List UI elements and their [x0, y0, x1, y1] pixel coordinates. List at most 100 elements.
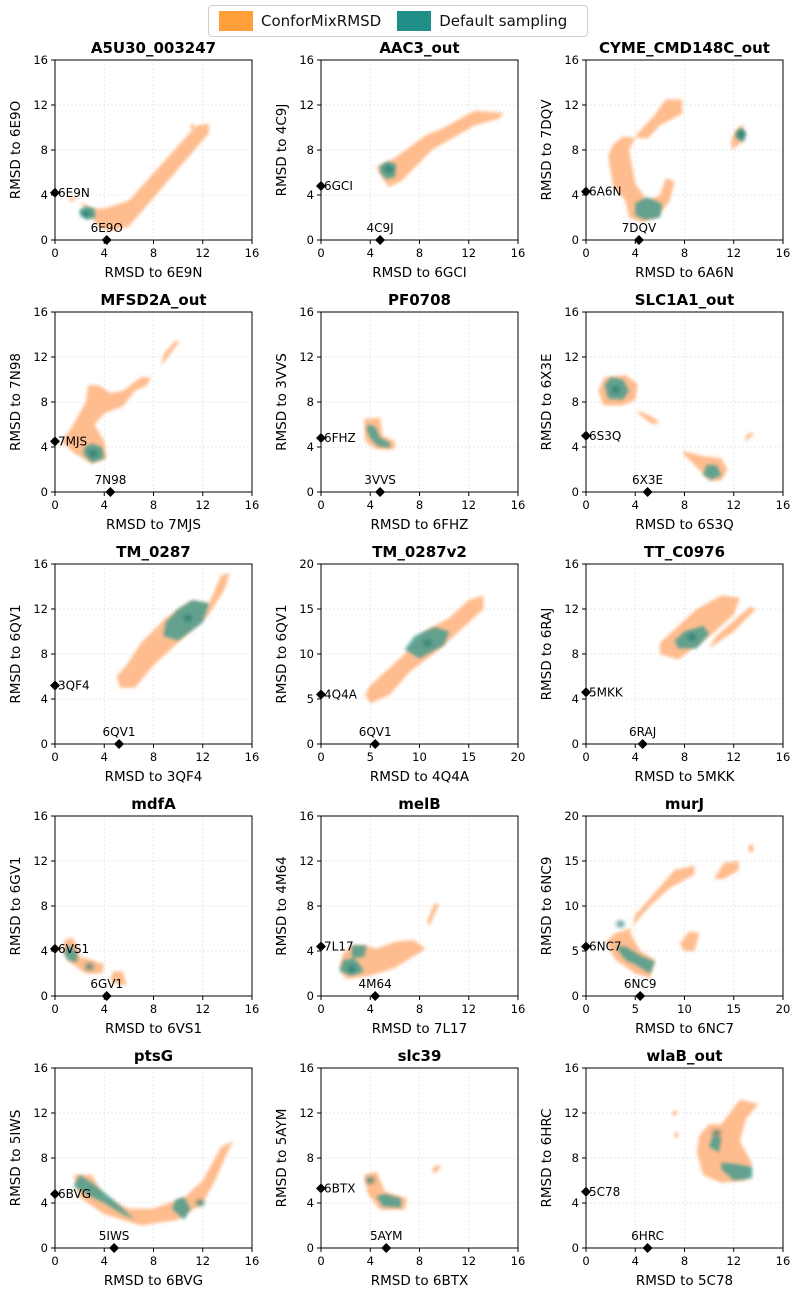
density-peak	[183, 615, 192, 621]
x-tick-label: 8	[150, 750, 157, 764]
conformix-density-region	[714, 861, 739, 879]
reference-marker	[316, 941, 326, 952]
y-tick-label: 12	[33, 602, 48, 616]
conformix-density-region	[744, 432, 755, 442]
y-tick-label: 0	[572, 485, 579, 499]
panel-title: wlaB_out	[646, 1047, 722, 1065]
panel-mfsd2a-out: 0 4 8 12 16 0 4 8 12 16 MFSD2A_out RMSD to 7MJS RMSD…	[8, 291, 259, 533]
y-tick-label: 8	[572, 1151, 579, 1165]
reference-marker	[114, 739, 125, 749]
conformix-density-region	[682, 451, 728, 481]
legend-item-conformix[interactable]: ConforMixRMSD	[219, 11, 381, 31]
x-axis-label: RMSD to 6GCI	[372, 265, 467, 281]
y-axis-label: RMSD to 7DQV	[539, 99, 555, 201]
x-tick-label: 12	[726, 246, 741, 260]
y-tick-label: 4	[572, 692, 579, 706]
y-tick-label: 16	[564, 53, 579, 67]
y-axis-label: RMSD to 4C9J	[274, 104, 290, 197]
reference-marker	[642, 487, 653, 497]
density-peak	[85, 963, 94, 970]
y-tick-label: 12	[299, 1106, 314, 1120]
conformix-density-region	[748, 844, 754, 852]
density-peak	[712, 1130, 721, 1137]
x-tick-label: 4	[101, 498, 108, 512]
x-tick-label: 12	[726, 498, 741, 512]
x-tick-label: 4	[101, 750, 108, 764]
reference-marker	[50, 680, 60, 691]
reference-marker-label: 7L17	[324, 940, 354, 954]
y-tick-label: 8	[41, 1151, 48, 1165]
legend-item-default[interactable]: Default sampling	[397, 11, 567, 31]
panel-ptsg: 0 4 8 12 16 0 4 8 12 16 ptsG RMSD to 6BVG RMSD to 5I…	[8, 1047, 259, 1289]
reference-marker-label: 6QV1	[103, 725, 136, 739]
y-tick-label: 0	[41, 233, 48, 247]
reference-marker	[581, 430, 591, 441]
reference-marker-label: 5MKK	[589, 685, 624, 699]
x-tick-label: 12	[461, 246, 476, 260]
density-peak	[423, 640, 432, 647]
y-tick-label: 12	[564, 98, 579, 112]
y-tick-label: 12	[564, 1106, 579, 1120]
y-tick-label: 8	[41, 143, 48, 157]
y-tick-label: 4	[41, 944, 48, 958]
x-tick-label: 20	[776, 1002, 791, 1016]
x-tick-label: 12	[461, 498, 476, 512]
reference-marker	[50, 187, 60, 198]
legend: ConforMixRMSD Default sampling	[208, 5, 588, 37]
x-tick-label: 16	[245, 750, 260, 764]
reference-marker-label: 4Q4A	[324, 688, 358, 702]
x-tick-label: 4	[101, 246, 108, 260]
density-peak	[611, 386, 620, 393]
x-tick-label: 16	[511, 498, 526, 512]
reference-marker-label: 6GCI	[324, 179, 353, 193]
x-tick-label: 0	[582, 1254, 589, 1268]
y-tick-label: 12	[33, 1106, 48, 1120]
reference-marker-label: 6NC7	[589, 940, 622, 954]
panel-title: melB	[398, 795, 440, 813]
x-tick-label: 8	[150, 246, 157, 260]
y-tick-label: 4	[41, 440, 48, 454]
x-tick-label: 8	[681, 498, 688, 512]
reference-marker-label: 7MJS	[58, 434, 87, 448]
y-tick-label: 16	[299, 809, 314, 823]
y-tick-label: 16	[33, 809, 48, 823]
y-tick-label: 15	[299, 602, 314, 616]
reference-marker	[642, 1243, 653, 1253]
x-tick-label: 8	[681, 750, 688, 764]
panel-tm-0287v2: 0 5 10 15 20 0 5 10 15 20 TM_0287v2 RMSD to 4Q4A RMS…	[274, 543, 525, 785]
y-tick-label: 0	[572, 737, 579, 751]
y-tick-label: 0	[41, 485, 48, 499]
x-tick-label: 4	[367, 1002, 374, 1016]
x-tick-label: 8	[150, 1002, 157, 1016]
default-density-region	[63, 945, 78, 963]
reference-marker-label: 4C9J	[367, 221, 394, 235]
y-tick-label: 8	[572, 395, 579, 409]
x-tick-label: 4	[101, 1002, 108, 1016]
y-tick-label: 15	[564, 854, 579, 868]
y-axis-label: RMSD to 6QV1	[274, 604, 290, 703]
panel-a5u30-003247: 0 4 8 12 16 0 4 8 12 16 A5U30_003247 RMSD to 6E9N RM…	[8, 39, 259, 281]
y-axis-label: RMSD to 5IWS	[8, 1110, 24, 1207]
y-tick-label: 10	[299, 647, 314, 661]
y-tick-label: 0	[572, 233, 579, 247]
x-tick-label: 8	[150, 498, 157, 512]
x-tick-label: 15	[726, 1002, 741, 1016]
y-tick-label: 0	[41, 989, 48, 1003]
x-tick-label: 8	[416, 1254, 423, 1268]
y-tick-label: 12	[33, 350, 48, 364]
x-tick-label: 16	[511, 246, 526, 260]
default-density-region	[73, 1174, 135, 1220]
conformix-density-region	[679, 931, 700, 951]
y-axis-label: RMSD to 6E9O	[8, 101, 24, 199]
panel-title: TM_0287v2	[372, 543, 467, 561]
x-tick-label: 0	[51, 1002, 58, 1016]
conformix-density-region	[637, 411, 660, 425]
x-tick-label: 16	[776, 1254, 791, 1268]
y-tick-label: 0	[307, 485, 314, 499]
y-tick-label: 5	[307, 692, 314, 706]
reference-marker	[375, 235, 386, 245]
y-tick-label: 8	[41, 647, 48, 661]
reference-marker	[50, 436, 60, 447]
reference-marker	[316, 181, 326, 191]
y-tick-label: 0	[307, 1241, 314, 1255]
